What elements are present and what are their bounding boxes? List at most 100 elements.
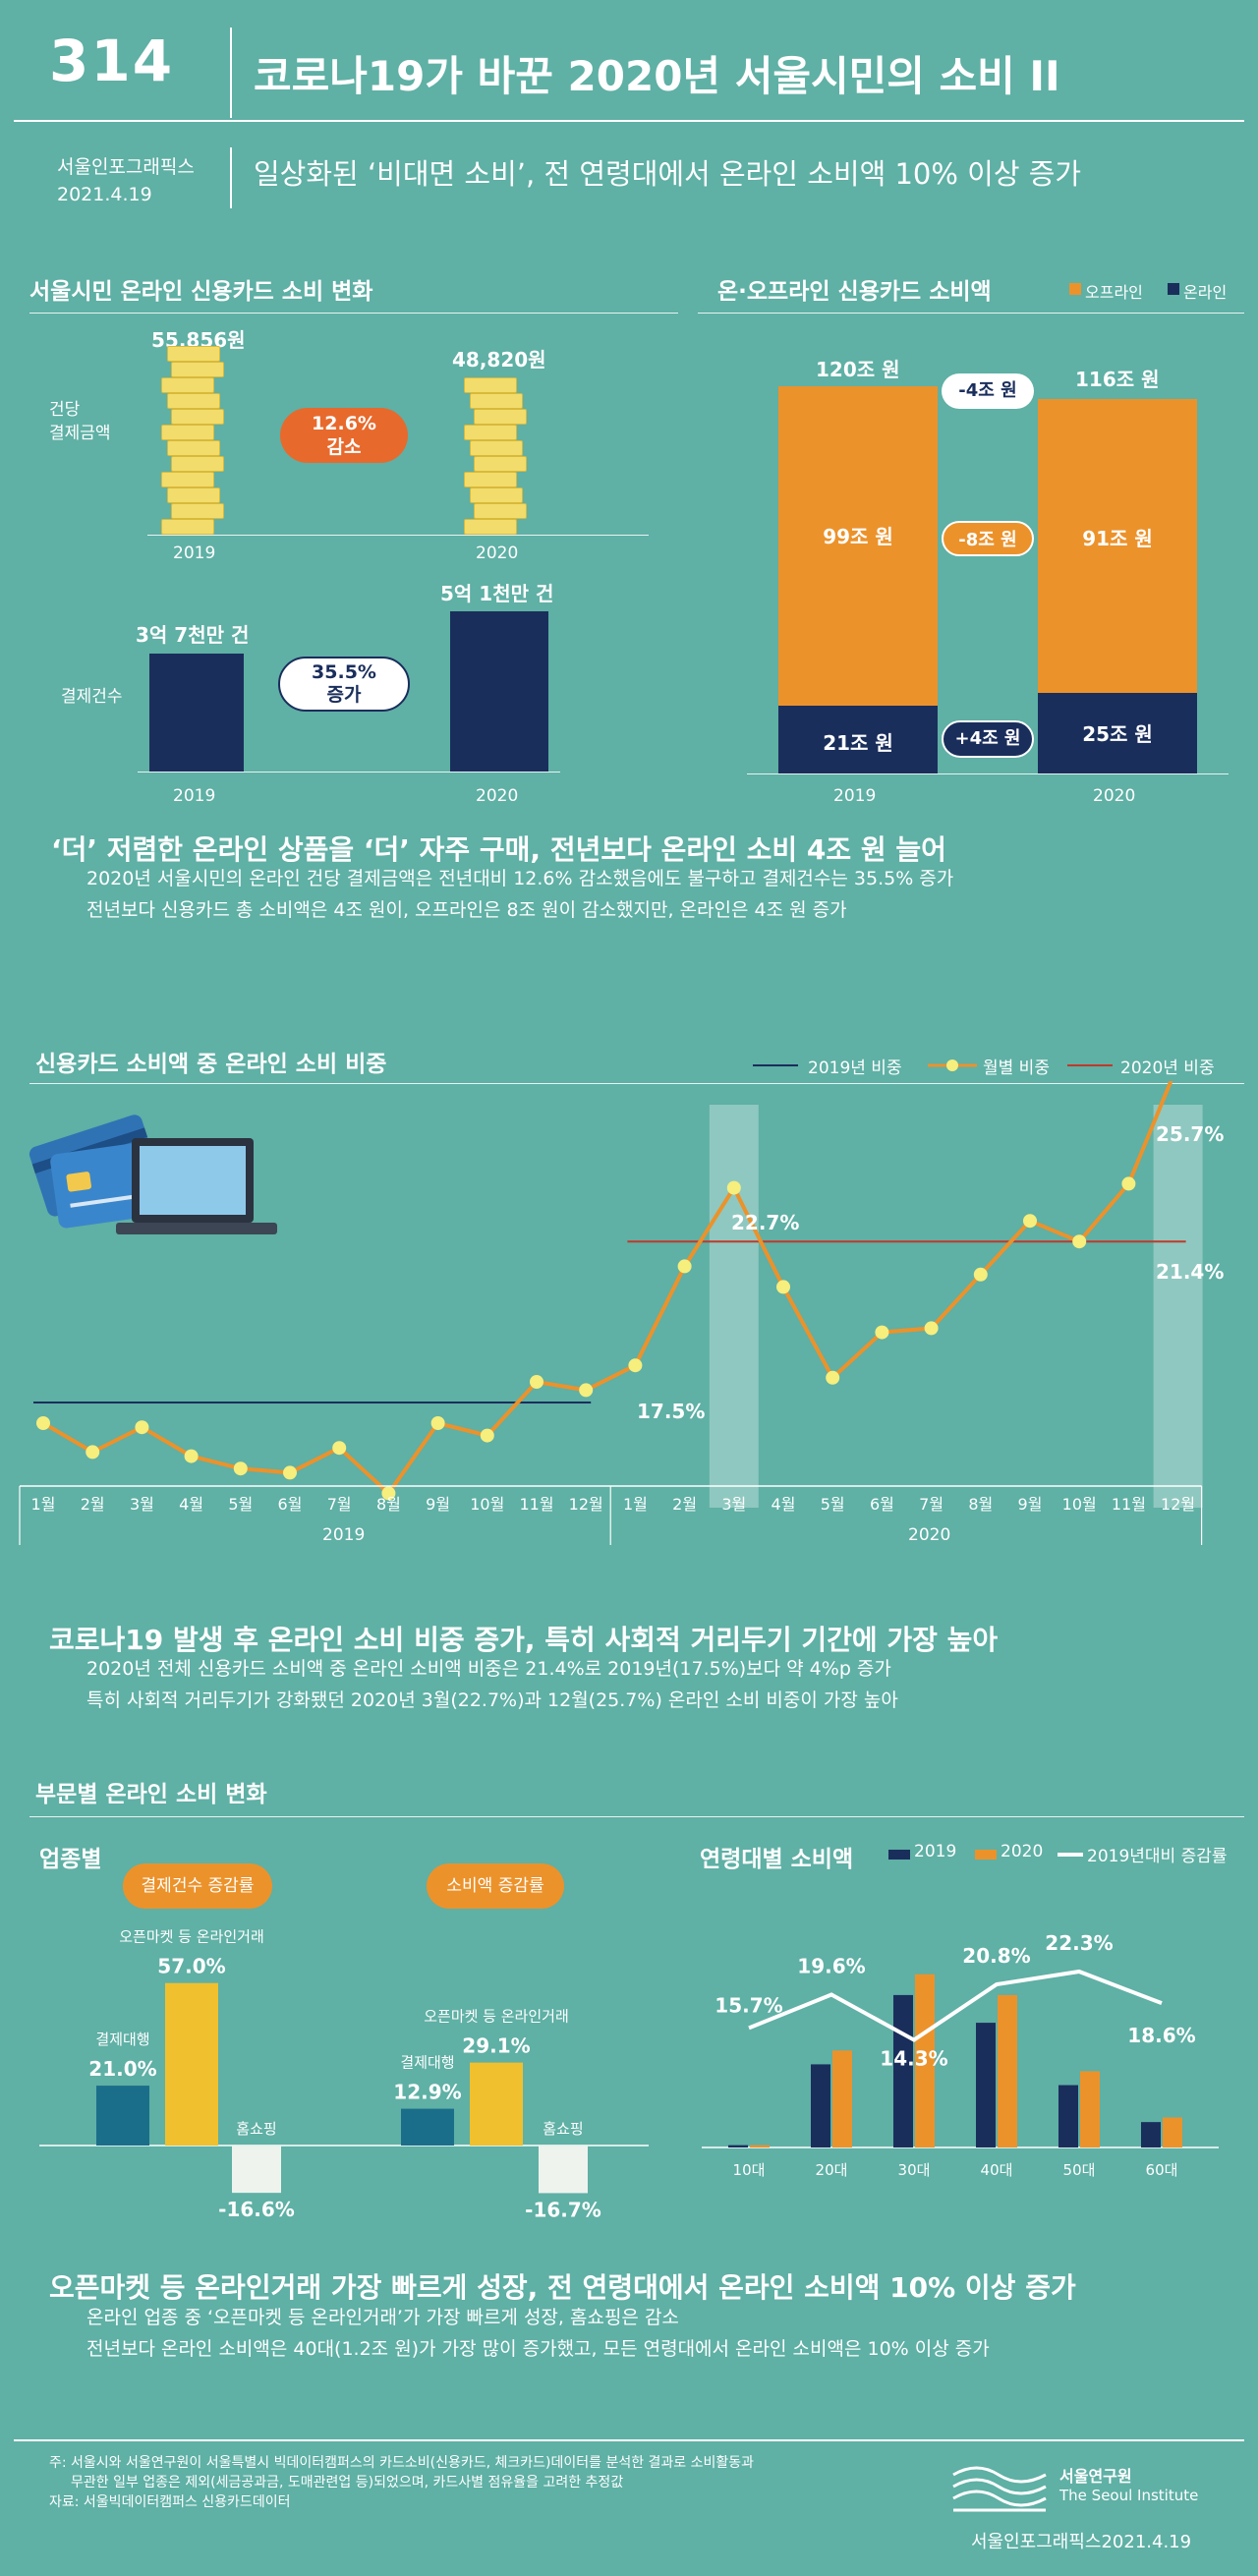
share-point-18 xyxy=(875,1325,889,1340)
coin xyxy=(464,519,517,535)
month-tick-label: 7월 xyxy=(919,1495,944,1514)
count-baseline xyxy=(138,772,560,773)
block3-description: 온라인 업종 중 ‘오픈마켓 등 온라인거래’가 가장 빠르게 성장, 홈쇼핑은… xyxy=(86,2302,990,2365)
share-point-2 xyxy=(86,1445,100,1460)
ref-label-2020: 21.4% xyxy=(1156,1260,1225,1284)
page-subtitle: 일상화된 ‘비대면 소비’, 전 연령대에서 온라인 소비액 10% 이상 증가 xyxy=(254,157,1082,191)
industry-title: 업종별 xyxy=(39,1847,102,1872)
industry-bar-오픈마켓 등 온라인거래 xyxy=(165,1982,218,2146)
sector-rule xyxy=(29,1816,1244,1817)
legend-online-label: 온라인 xyxy=(1183,283,1228,302)
line-section-rule xyxy=(29,1083,1244,1084)
coin xyxy=(470,487,523,503)
offline-segment-2019: 99조 원 xyxy=(778,386,938,707)
industry-category-label: 결제대행 xyxy=(400,2054,454,2072)
coin xyxy=(464,377,517,393)
card-laptop-illustration xyxy=(29,1115,277,1234)
share-point-21 xyxy=(1023,1214,1037,1229)
age-bar-2020-50대 xyxy=(1080,2071,1100,2147)
legend-2019-line xyxy=(753,1064,798,1066)
industry-category-label: 오픈마켓 등 온라인거래 xyxy=(424,2008,569,2026)
footer-source: 자료: 서울빅데이터캠퍼스 신용카드데이터 xyxy=(49,2494,291,2510)
online-label-2020: 25조 원 xyxy=(1082,722,1153,747)
age-category-label: 40대 xyxy=(981,2161,1013,2179)
org-name-english: The Seoul Institute xyxy=(1059,2487,1199,2504)
axis-year-2019: 2019 xyxy=(322,1525,366,1545)
block2-desc-line2: 특히 사회적 거리두기가 강화됐던 2020년 3월(22.7%)과 12월(2… xyxy=(86,1689,898,1711)
month-tick-label: 7월 xyxy=(327,1495,352,1514)
share-point-14 xyxy=(677,1259,692,1274)
legend-monthly-symbol xyxy=(928,1059,977,1071)
share-point-4 xyxy=(184,1449,199,1463)
share-point-13 xyxy=(628,1358,643,1373)
age-legend-2019-swatch xyxy=(888,1850,910,1860)
section2-title: 온·오프라인 신용카드 소비액 xyxy=(717,279,992,305)
block3-desc-line1: 온라인 업종 중 ‘오픈마켓 등 온라인거래’가 가장 빠르게 성장, 홈쇼핑은… xyxy=(86,2307,679,2328)
diff-online-badge: +4조 원 xyxy=(942,720,1034,758)
count-year-2019: 2019 xyxy=(173,786,216,806)
amount-change-pct: 12.6% xyxy=(312,413,376,434)
month-tick-label: 4월 xyxy=(179,1495,203,1514)
share-point-8 xyxy=(381,1486,396,1501)
month-tick-label: 8월 xyxy=(376,1495,401,1514)
industry-bar-홈쇼핑 xyxy=(539,2146,588,2194)
age-rate-label: 18.6% xyxy=(1127,2024,1195,2047)
amount-change-word: 감소 xyxy=(326,436,362,458)
industry-value-label: 12.9% xyxy=(393,2081,461,2104)
legend-offline-label: 오프라인 xyxy=(1085,283,1143,302)
industry-bar-결제대행 xyxy=(96,2086,149,2146)
subtitle-divider xyxy=(230,147,232,208)
amount-year-2020: 2020 xyxy=(476,544,519,563)
count-bar-2019 xyxy=(149,654,244,772)
month-tick-label: 10월 xyxy=(470,1495,504,1514)
org-name-korean: 서울연구원 xyxy=(1059,2467,1132,2486)
age-legend-rate-line xyxy=(1058,1853,1083,1857)
coin xyxy=(161,519,214,535)
line-section-title: 신용카드 소비액 중 온라인 소비 비중 xyxy=(35,1052,387,1077)
month-tick-label: 4월 xyxy=(772,1495,796,1514)
highlight-bands xyxy=(709,1105,1203,1508)
share-point-22 xyxy=(1072,1234,1087,1249)
share-point-11 xyxy=(530,1375,543,1389)
stack-year-2019: 2019 xyxy=(833,786,877,806)
industry-category-label: 홈쇼핑 xyxy=(543,2120,583,2138)
coin xyxy=(171,456,224,472)
age-legend-rate: 2019년대비 증감률 xyxy=(1087,1847,1228,1866)
age-rate-label: 19.6% xyxy=(797,1954,865,1977)
age-bar-chart: 10대 20대 30대 40대 50대 60대 15.7% 19.6% 14.3% 20.8% 22… xyxy=(702,1931,1219,2179)
month-tick-label: 2월 xyxy=(81,1495,105,1514)
seoul-institute-logo-icon xyxy=(952,2466,1047,2512)
infographic-number: 314 xyxy=(49,28,175,94)
month-tick-label: 5월 xyxy=(821,1495,845,1514)
header-divider xyxy=(230,28,232,118)
month-tick-label: 11월 xyxy=(1112,1495,1146,1514)
count-bar-2020 xyxy=(450,611,548,772)
share-point-16 xyxy=(776,1280,790,1294)
section1-title: 서울시민 온라인 신용카드 소비 변화 xyxy=(29,279,373,305)
amount-label-line1: 건당 xyxy=(49,400,81,420)
month-tick-label: 11월 xyxy=(519,1495,553,1514)
axis-year-2020: 2020 xyxy=(908,1525,951,1545)
industry-value-label: -16.7% xyxy=(525,2198,601,2221)
offline-segment-2020: 91조 원 xyxy=(1038,399,1197,693)
legend-offline-swatch xyxy=(1069,283,1081,295)
age-category-label: 50대 xyxy=(1063,2161,1096,2179)
age-bar-2020-60대 xyxy=(1163,2117,1182,2147)
age-bar-2020-10대 xyxy=(750,2145,770,2147)
diff-offline-badge: -8조 원 xyxy=(942,521,1034,556)
age-rate-label: 20.8% xyxy=(962,1944,1030,1968)
ref-label-2019: 17.5% xyxy=(637,1400,706,1423)
count-change-word: 증가 xyxy=(326,684,362,706)
count-year-2020: 2020 xyxy=(476,786,519,806)
amount-value-2020: 48,820원 xyxy=(452,348,546,372)
coin xyxy=(161,472,214,487)
share-point-7 xyxy=(332,1441,347,1456)
sector-title: 부문별 온라인 소비 변화 xyxy=(35,1782,267,1807)
age-bar-2020-30대 xyxy=(915,1974,935,2147)
share-point-20 xyxy=(973,1267,988,1282)
age-rate-label: 22.3% xyxy=(1045,1931,1113,1955)
month-tick-label: 10월 xyxy=(1062,1495,1097,1514)
amount-year-2019: 2019 xyxy=(173,544,216,563)
count-label: 결제건수 xyxy=(61,687,123,707)
legend-2020-label: 2020년 비중 xyxy=(1120,1059,1215,1078)
